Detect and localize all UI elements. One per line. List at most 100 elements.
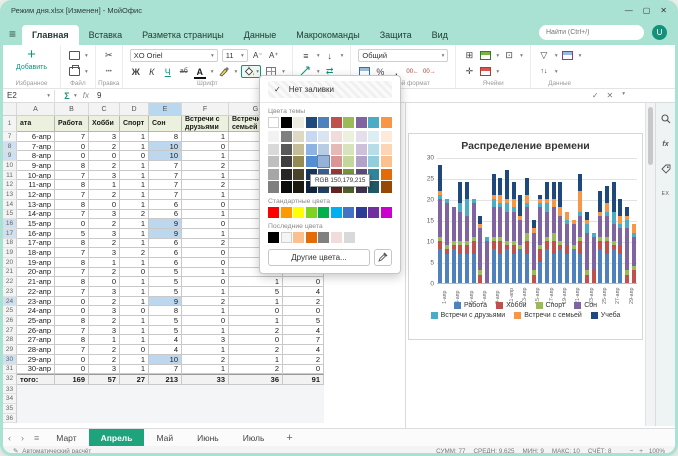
header-cell-E[interactable]: Сон [149, 116, 182, 132]
cell-D16[interactable]: 1 [120, 219, 149, 229]
cell-C18[interactable]: 2 [89, 238, 120, 249]
theme-swatch-1[interactable] [280, 117, 292, 129]
cell-A17[interactable]: 16-апр [17, 228, 55, 239]
cell-D24[interactable]: 1 [120, 296, 149, 307]
recent-swatch-1[interactable] [280, 231, 292, 243]
empty-cells-34[interactable] [17, 394, 324, 405]
shade-swatch-4-4[interactable] [318, 181, 330, 193]
cell-E8[interactable]: 10 [149, 141, 182, 152]
header-cell-D[interactable]: Спорт [120, 116, 149, 132]
recent-swatch-6[interactable] [343, 231, 355, 243]
search-input[interactable] [539, 25, 644, 40]
menu-tab-защита[interactable]: Защита [379, 30, 412, 40]
cell-H27[interactable]: 4 [283, 325, 324, 336]
shade-swatch-4-5[interactable] [330, 181, 342, 193]
cell-C14[interactable]: 0 [89, 199, 120, 210]
standard-swatch-5[interactable] [330, 206, 342, 218]
cell-D19[interactable]: 2 [120, 248, 149, 258]
row-header-11[interactable]: 11 [3, 170, 17, 181]
cell-G22[interactable]: 1 [229, 277, 283, 287]
font-color-caret-icon[interactable]: ▾ [210, 68, 214, 75]
cell-C25[interactable]: 3 [89, 306, 120, 317]
standard-swatch-1[interactable] [280, 206, 292, 218]
cell-D22[interactable]: 1 [120, 277, 149, 287]
cell-G30[interactable]: 1 [229, 354, 283, 365]
row-header-23[interactable]: 23 [3, 287, 17, 297]
cell-G26[interactable]: 1 [229, 316, 283, 326]
fill-color-button[interactable]: ▾ [241, 65, 262, 78]
header-cell-F[interactable]: Встречи с друзьями [182, 116, 229, 132]
underline-button[interactable]: Ч [164, 66, 171, 77]
shade-swatch-3-0[interactable] [268, 168, 280, 180]
cell-E23[interactable]: 5 [149, 287, 182, 297]
column-header-F[interactable]: F [182, 103, 229, 116]
cell-F14[interactable]: 0 [182, 199, 229, 210]
menu-tab-вид[interactable]: Вид [431, 30, 448, 40]
shade-swatch-1-9[interactable] [380, 143, 392, 155]
theme-swatch-2[interactable] [293, 117, 305, 129]
cell-H23[interactable]: 4 [283, 287, 324, 297]
cell-F16[interactable]: 0 [182, 219, 229, 229]
cell-C8[interactable]: 2 [89, 141, 120, 152]
conditional-format-icon[interactable] [562, 49, 574, 62]
cell-F18[interactable]: 2 [182, 238, 229, 249]
theme-swatch-8[interactable] [368, 117, 380, 129]
cell-B11[interactable]: 7 [55, 170, 89, 181]
cell-F28[interactable]: 3 [182, 335, 229, 346]
cell-C15[interactable]: 3 [89, 209, 120, 220]
calc-mode-label[interactable]: Автоматический расчёт [22, 447, 92, 455]
cell-D15[interactable]: 2 [120, 209, 149, 220]
cell-B29[interactable]: 7 [55, 345, 89, 355]
row-header-22[interactable]: 22 [3, 277, 17, 287]
cell-D11[interactable]: 1 [120, 170, 149, 181]
cell-F11[interactable]: 1 [182, 170, 229, 181]
shade-swatch-3-9[interactable] [380, 168, 392, 180]
menu-tab-макрокоманды[interactable]: Макрокоманды [296, 30, 360, 40]
cell-C26[interactable]: 2 [89, 316, 120, 326]
cell-D30[interactable]: 1 [120, 354, 149, 365]
cell-F12[interactable]: 2 [182, 180, 229, 191]
cell-F29[interactable]: 1 [182, 345, 229, 355]
delete-cells-icon[interactable] [479, 65, 491, 78]
cell-B20[interactable]: 8 [55, 257, 89, 268]
cell-E14[interactable]: 6 [149, 199, 182, 210]
borders-caret-icon[interactable]: ▾ [282, 68, 285, 75]
cell-D10[interactable]: 1 [120, 161, 149, 171]
cell-H28[interactable]: 7 [283, 335, 324, 346]
cell-F23[interactable]: 1 [182, 287, 229, 297]
cell-D29[interactable]: 0 [120, 345, 149, 355]
shade-swatch-1-5[interactable] [330, 143, 342, 155]
cell-C27[interactable]: 3 [89, 325, 120, 336]
cell-B27[interactable]: 7 [55, 325, 89, 336]
cell-C17[interactable]: 3 [89, 228, 120, 239]
cell-B15[interactable]: 7 [55, 209, 89, 220]
row-header-29[interactable]: 29 [3, 345, 17, 355]
column-header-D[interactable]: D [120, 103, 149, 116]
cell-C31[interactable]: 3 [89, 364, 120, 375]
shade-swatch-4-8[interactable] [368, 181, 380, 193]
row-header-12[interactable]: 12 [3, 180, 17, 191]
sum-icon[interactable]: Σ [64, 90, 70, 101]
shade-swatch-2-6[interactable] [343, 156, 355, 168]
cell-H25[interactable]: 0 [283, 306, 324, 317]
cell-A20[interactable]: 19-апр [17, 257, 55, 268]
cell-B30[interactable]: 0 [55, 354, 89, 365]
row-header-17[interactable]: 17 [3, 228, 17, 239]
standard-swatch-0[interactable] [268, 206, 280, 218]
cell-E11[interactable]: 7 [149, 170, 182, 181]
menu-tab-вставка[interactable]: Вставка [88, 30, 123, 40]
cell-E24[interactable]: 9 [149, 296, 182, 307]
decrease-decimal-icon[interactable]: 00← [406, 68, 420, 75]
cell-B16[interactable]: 0 [55, 219, 89, 229]
recent-swatch-5[interactable] [330, 231, 343, 243]
named-ranges-tag-icon[interactable] [660, 163, 672, 175]
cell-A27[interactable]: 26-апр [17, 325, 55, 336]
align-icon[interactable]: ≡ [303, 50, 309, 61]
cell-D7[interactable]: 1 [120, 132, 149, 142]
row-header-25[interactable]: 25 [3, 306, 17, 317]
shade-swatch-0-9[interactable] [380, 131, 392, 143]
shade-swatch-3-1[interactable] [280, 168, 292, 180]
cell-G23[interactable]: 5 [229, 287, 283, 297]
cell-A28[interactable]: 27-апр [17, 335, 55, 346]
cell-D28[interactable]: 1 [120, 335, 149, 346]
